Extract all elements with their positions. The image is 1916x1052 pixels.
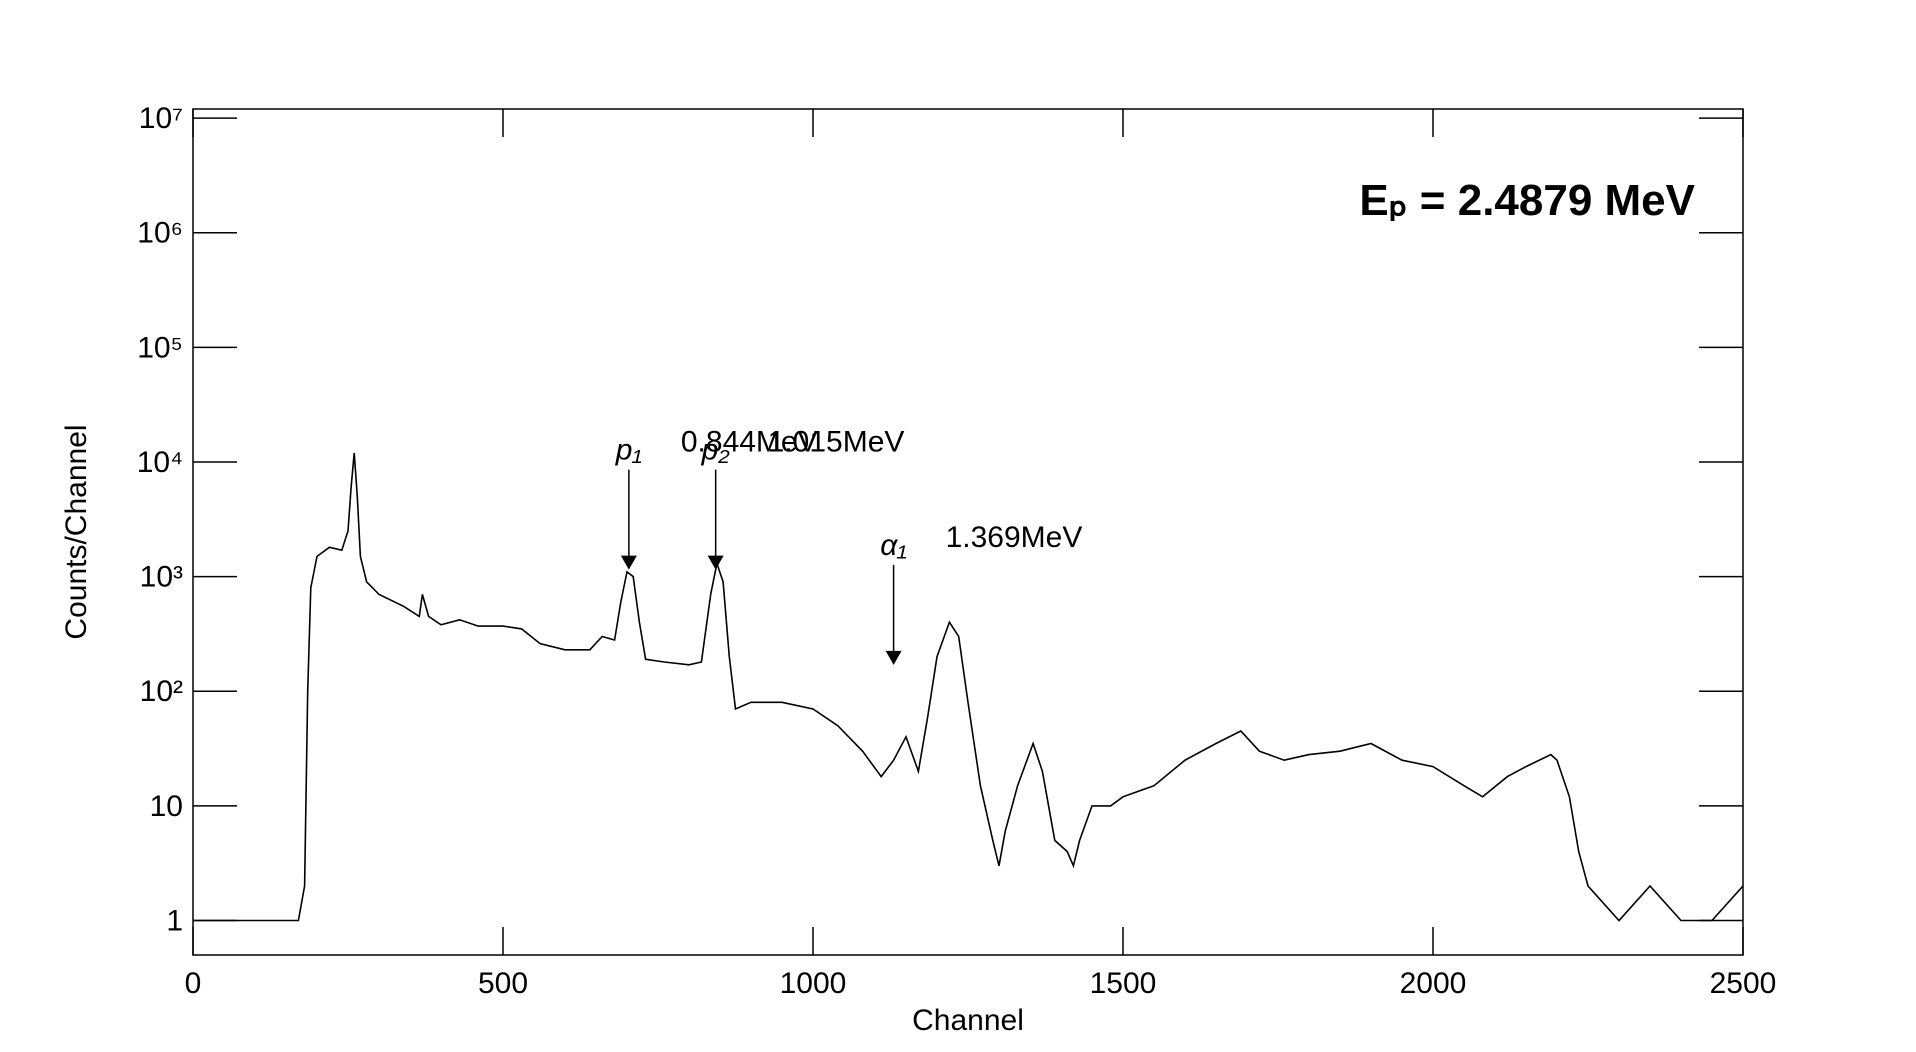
annotation-arrowhead — [885, 650, 902, 665]
annotation-text: 1.015MeV — [768, 426, 905, 459]
x-tick-label: 500 — [478, 967, 528, 1000]
x-tick-label: 2500 — [1710, 967, 1777, 1000]
y-tick-label: 10⁶ — [137, 217, 183, 250]
y-tick-label: 10⁵ — [137, 331, 183, 364]
y-tick-label: 1 — [166, 904, 183, 937]
x-axis-label: Channel — [912, 1004, 1024, 1037]
y-tick-label: 10⁴ — [137, 446, 183, 479]
y-axis-label: Counts/Channel — [60, 424, 93, 639]
y-tick-label: 10 — [150, 790, 183, 823]
y-tick-label: 10⁷ — [139, 102, 183, 135]
chart-title: Eₚ = 2.4879 MeV — [1359, 176, 1695, 225]
x-tick-label: 1000 — [780, 967, 847, 1000]
annotation-label: p₁ — [615, 434, 642, 467]
annotation-arrowhead — [707, 555, 724, 570]
annotation-text: 1.369MeV — [946, 521, 1083, 554]
annotation-label: p₂ — [701, 434, 731, 467]
x-tick-label: 1500 — [1090, 967, 1157, 1000]
y-tick-label: 10³ — [140, 561, 183, 594]
spectrum-line — [193, 452, 1744, 922]
x-tick-label: 2000 — [1400, 967, 1467, 1000]
annotation-arrowhead — [620, 555, 637, 570]
x-tick-label: 0 — [185, 967, 202, 1000]
y-tick-label: 10² — [140, 675, 183, 708]
annotation-text: 0.844MeV — [681, 426, 818, 459]
annotation-label: α₁ — [880, 529, 907, 562]
plot-frame — [192, 108, 1744, 956]
